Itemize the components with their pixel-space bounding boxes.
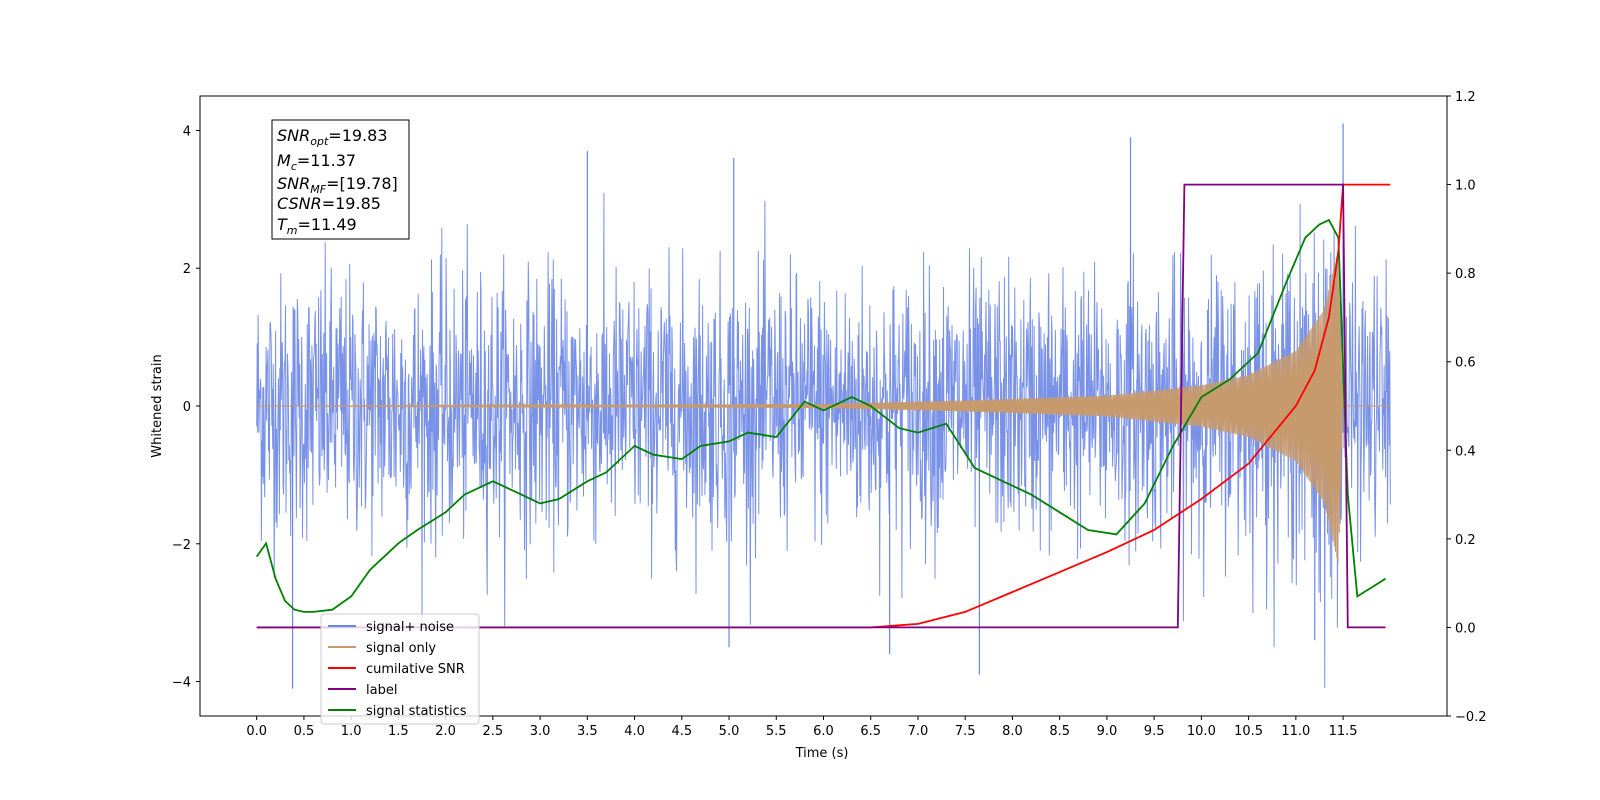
- info-line-tm: Tm=11.49: [277, 215, 357, 237]
- x-tick-label: 1.0: [341, 724, 362, 739]
- x-tick-label: 7.5: [955, 724, 976, 739]
- x-tick-label: 9.5: [1144, 724, 1165, 739]
- y2-tick-label: 0.6: [1455, 356, 1476, 371]
- x-tick-label: 9.0: [1097, 724, 1118, 739]
- legend-item-cumulative-snr-label: cumilative SNR: [366, 662, 465, 677]
- x-tick-label: 8.5: [1049, 724, 1070, 739]
- series-label-line: [256, 183, 1386, 629]
- x-tick-label: 5.0: [719, 724, 740, 739]
- legend-frame: [320, 613, 480, 725]
- y-tick-label: −2: [172, 538, 191, 553]
- y-tick-label: 4: [183, 124, 191, 139]
- legend-item-signal-only-label: signal only: [366, 641, 436, 656]
- series-cumulative-snr-line: [256, 183, 1391, 629]
- info-box: SNRopt=19.83 Mc=11.37 SNRMF=[19.78] CSNR…: [271, 119, 410, 240]
- info-line-mc: Mc=11.37: [277, 151, 356, 173]
- x-tick-label: 11.5: [1329, 724, 1358, 739]
- legend-item-signal-noise-label: signal+ noise: [366, 620, 454, 635]
- info-line-snr-opt: SNRopt=19.83: [277, 126, 388, 148]
- y-tick-label: 0: [183, 400, 191, 415]
- plot-area: [255, 123, 1391, 689]
- x-tick-label: 4.5: [671, 724, 692, 739]
- info-box-frame: [271, 119, 410, 240]
- x-tick-label: 0.5: [294, 724, 315, 739]
- y2-tick-label: 0.8: [1455, 267, 1476, 282]
- x-tick-label: 7.0: [908, 724, 929, 739]
- x-tick-label: 10.0: [1187, 724, 1216, 739]
- y2-tick-label: 1.0: [1455, 179, 1476, 194]
- x-tick-label: 6.0: [813, 724, 834, 739]
- axes: 0.0 0.5 1.0 1.5 2.0 2.5 3.0 3.5 4.0 4.5 5.0 5.5 6.0 6…: [172, 90, 1487, 739]
- x-tick-label: 3.0: [530, 724, 551, 739]
- x-tick-label: 6.5: [860, 724, 881, 739]
- x-tick-label: 4.0: [624, 724, 645, 739]
- x-tick-label: 10.5: [1234, 724, 1263, 739]
- x-tick-label: 3.5: [577, 724, 598, 739]
- y-tick-label: 2: [183, 262, 191, 277]
- x-tick-label: 11.0: [1281, 724, 1310, 739]
- x-axis-label: Time (s): [795, 746, 849, 761]
- x-tick-label: 0.0: [246, 724, 267, 739]
- x-tick-label: 1.5: [388, 724, 409, 739]
- y-axis-label: Whitened strain: [150, 354, 165, 457]
- y2-tick-label: 0.2: [1455, 533, 1476, 548]
- x-tick-label: 5.5: [766, 724, 787, 739]
- legend-item-label-label: label: [366, 683, 397, 698]
- info-line-snr-mf: SNRMF=[19.78]: [277, 174, 398, 196]
- y2-tick-label: −0.2: [1455, 710, 1487, 725]
- info-line-csnr: CSNR=19.85: [277, 194, 381, 213]
- x-tick-label: 8.0: [1002, 724, 1023, 739]
- y-tick-label: −4: [172, 676, 191, 691]
- series-signal-only-line: [256, 251, 1391, 564]
- y2-tick-label: 0.4: [1455, 444, 1476, 459]
- series-signal-noise-line: [256, 192, 1391, 689]
- legend: signal+ noise signal only cumilative SNR la…: [320, 613, 480, 725]
- y2-tick-label: 1.2: [1455, 90, 1476, 105]
- y2-tick-label: 0.0: [1455, 621, 1476, 636]
- legend-item-signal-statistics-label: signal statistics: [366, 704, 467, 719]
- x-tick-label: 2.0: [435, 724, 456, 739]
- series-signal-statistics-line: [255, 218, 1387, 613]
- x-tick-label: 2.5: [483, 724, 504, 739]
